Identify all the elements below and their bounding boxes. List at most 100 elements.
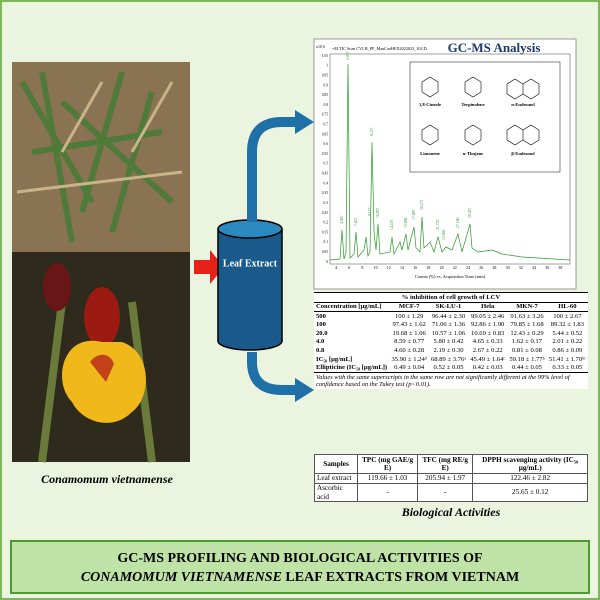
table-row: IC₅₀ [µg/mL] 35.90 ± 1.24ᵈ 68.89 ± 3.76ᵃ 45… (314, 355, 588, 364)
y-tick-label: 0 (326, 260, 328, 264)
table-row: % inhibition of cell growth of LCV (314, 292, 588, 303)
table-cell: 4.65 ± 0.33 (472, 338, 503, 346)
x-tick-label: 28 (492, 265, 496, 270)
table-row: Leaf extract 119.66 ± 1.03 205.94 ± 1.97 12… (314, 472, 588, 484)
peak-label: 15.898 (404, 217, 408, 228)
table1-wrap: % inhibition of cell growth of LCV Concen… (314, 292, 588, 390)
compound-name: β-Eudesmol (511, 151, 535, 156)
y-tick-label: 0.85 (322, 93, 328, 97)
compound-name: 1,8-Cineole (419, 102, 441, 107)
table-cell: 122.46 ± 2.82 (472, 472, 588, 484)
y-tick-label: 0.3 (324, 201, 329, 205)
table-cell: 8.59 ± 0.77 (394, 338, 425, 346)
table-cell: 68.89 ± 3.76ᵃ (430, 355, 467, 363)
table-cell: 0.42 ± 0.03 (472, 364, 503, 372)
compound-name: α-Eudesmol (511, 102, 535, 107)
column-header: HL-60 (546, 302, 588, 313)
table-cell: 96.44 ± 2.30 (431, 312, 466, 320)
table-cell: 51.41 ± 1.70ᵇᶜ (548, 355, 586, 363)
x-tick-label: 10 (374, 265, 378, 270)
column-header: Samples (314, 454, 358, 474)
column-header: Concentration [µg/mL] (314, 302, 390, 313)
title-species: CONAMOMUM VIETNAMENSE (80, 570, 282, 585)
y-tick-label: 1 (326, 64, 328, 68)
x-tick-label: 6 (348, 265, 350, 270)
table-row: Samples TPC (mg GAE/g E) TFC (mg RE/g E) DP… (314, 454, 588, 474)
photo-caption: Conamomum vietnamense (41, 472, 173, 486)
antioxidant-table: Samples TPC (mg GAE/g E) TFC (mg RE/g E) DP… (314, 454, 588, 503)
table-cell: 119.66 ± 1.03 (356, 472, 419, 484)
x-tick-label: 30 (506, 265, 510, 270)
table-row: 500 100 ± 1.29 96.44 ± 2.30 99.05 ± 2.46 91.… (314, 312, 588, 321)
peak-label: 10.857 (376, 207, 380, 218)
table-cell: 500 (316, 312, 326, 320)
y-tick-label: 0.6 (324, 142, 329, 146)
x-tick-label: 26 (479, 265, 483, 270)
peak-label: 20.273 (420, 199, 424, 210)
x-tick-label: 20 (440, 265, 444, 270)
table-cell: 71.06 ± 1.36 (431, 321, 466, 329)
table-cell: 4.0 (316, 338, 325, 346)
arrow (295, 378, 314, 402)
x-tick-label: 18 (426, 265, 430, 270)
table-cell: 5.80 ± 0.42 (433, 338, 464, 346)
column-header: MKN-7 (507, 302, 547, 313)
table-cell: IC₅₀ [µg/mL] (316, 355, 353, 363)
arrow (194, 250, 224, 284)
y-tick-label: 0.2 (324, 221, 329, 225)
extract-cylinder (217, 219, 283, 351)
arrow (247, 117, 297, 222)
y-tick-label: 0.55 (322, 152, 328, 156)
peak-label: 4.067 (340, 215, 344, 224)
x-tick-label: 32 (519, 265, 523, 270)
peak-label: 29.427 (468, 207, 472, 218)
table-cell: 2.19 ± 0.30 (433, 346, 464, 354)
compound-name: Terpinolene (461, 102, 484, 107)
table2-wrap: Samples TPC (mg GAE/g E) TFC (mg RE/g E) DP… (314, 454, 588, 503)
table-cell: Ascorbic acid (314, 482, 358, 503)
x-tick-label: 4 (335, 265, 337, 270)
x-tick-label: 22 (453, 265, 457, 270)
table-row: 100 97.43 ± 1.62 71.06 ± 1.36 92.86 ± 1.90 7… (314, 321, 588, 330)
table-cell: 97.43 ± 1.62 (392, 321, 426, 329)
plot-frame (329, 53, 571, 265)
peak-label: 17.887 (412, 209, 416, 220)
column-header: SK-LU-1 (428, 302, 469, 313)
x-tick-label: 12 (387, 265, 391, 270)
peak-label: 5.837 (346, 51, 350, 60)
table-cell: 89.32 ± 1.83 (550, 321, 585, 329)
column-header: Hela (468, 302, 508, 313)
x-tick-label: 38 (558, 265, 562, 270)
table-cell: 79.85 ± 1.68 (510, 321, 544, 329)
table-cell: 100 ± 1.29 (394, 312, 424, 320)
table-cell: 2.01 ± 0.22 (552, 338, 583, 346)
y-tick-label: 0.8 (324, 103, 329, 107)
y-tick-label: 0.7 (324, 122, 329, 126)
y-tick-label: 0.75 (322, 113, 328, 117)
table-cell: 0.33 ± 0.05 (552, 364, 583, 372)
x-axis-label: Counts (%) vs. Acquisition Time (min) (415, 274, 486, 279)
peak-label: 9.177 (368, 207, 372, 216)
table-caption: % inhibition of cell growth of LCV (314, 292, 588, 303)
title-box: GC-MS PROFILING AND BIOLOGICAL ACTIVITIE… (10, 540, 590, 594)
table-cell: 0.44 ± 0.05 (511, 364, 542, 372)
table-cell: 25.65 ± 0.12 (472, 482, 588, 503)
table-row: 4.0 8.59 ± 0.77 5.80 ± 0.42 4.65 ± 0.33 1.62… (314, 338, 588, 347)
y-tick-label: 0.15 (322, 230, 328, 234)
peak-label: 27.186 (456, 217, 460, 228)
title-line-2: CONAMOMUM VIETNAMENSE LEAF EXTRACTS FROM… (12, 568, 588, 587)
y-tick-label: 0.5 (324, 162, 329, 166)
table-cell: 99.05 ± 2.46 (471, 312, 505, 320)
title-rest: LEAF EXTRACTS FROM VIETNAM (281, 570, 520, 585)
table-cell: - (417, 482, 474, 503)
table-cell: 45.49 ± 1.64ᶜ (470, 355, 506, 363)
table-cell: 91.63 ± 3.26 (510, 312, 544, 320)
column-header: DPPH scavenging activity (IC₅₀ µg/mL) (472, 454, 588, 474)
arrow (247, 352, 297, 395)
y-tick-label: 0.65 (322, 132, 328, 136)
table-cell: 20.0 (316, 329, 328, 337)
table-cell: 100 (316, 321, 326, 329)
cytotoxicity-table: % inhibition of cell growth of LCV Concen… (314, 292, 588, 374)
table-cell: 0.8 (316, 346, 325, 354)
column-header: TFC (mg RE/g E) (417, 454, 474, 474)
